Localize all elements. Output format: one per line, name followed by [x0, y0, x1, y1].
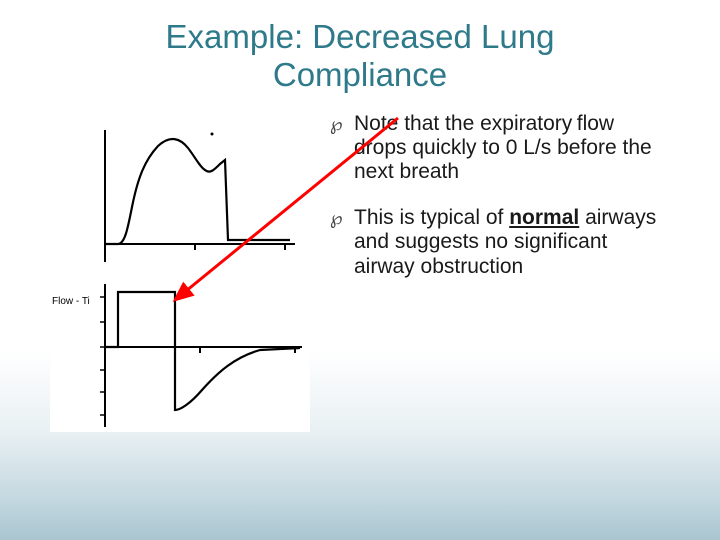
slide: Example: Decreased Lung Compliance: [0, 0, 720, 540]
bullet-2: ℘ This is typical of normal airways and …: [330, 206, 670, 278]
bullet-1-lead: Note that the expiratory: [354, 112, 572, 135]
pressure-waveform: [105, 139, 290, 244]
bullet-1: ℘ Note that the expiratory flow drops qu…: [330, 112, 670, 184]
bullet-2-lead: This is typical of: [354, 206, 509, 229]
bullet-icon: ℘: [330, 114, 343, 135]
text-column: ℘ Note that the expiratory flow drops qu…: [330, 112, 670, 432]
bullet-icon: ℘: [330, 208, 343, 229]
flow-waveform: [105, 292, 300, 410]
waveform-svg: [50, 112, 310, 432]
chart-column: Flow - Ti: [50, 112, 310, 432]
waveform-charts: Flow - Ti: [50, 112, 310, 432]
content-row: Flow - Ti ℘ Note that the expiratory flo…: [50, 112, 670, 432]
flow-axis-label: Flow - Ti: [52, 296, 90, 307]
slide-title: Example: Decreased Lung Compliance: [50, 18, 670, 94]
bullet-2-emph: normal: [509, 206, 579, 229]
